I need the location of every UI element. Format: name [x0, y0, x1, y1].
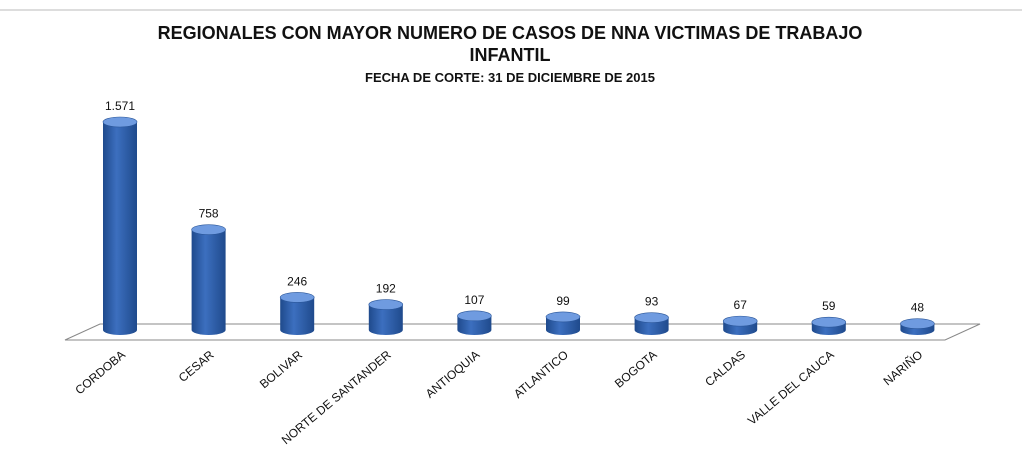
bar-body: [191, 229, 226, 335]
bar-body: [280, 297, 315, 335]
bar-top: [279, 292, 315, 303]
bar-top: [457, 310, 492, 322]
bar-top: [634, 312, 669, 323]
data-label: 48: [911, 301, 925, 315]
bar: [545, 311, 581, 335]
x-tick-label: NARIÑO: [881, 348, 926, 389]
bar-body: [368, 304, 403, 335]
chart-subtitle: FECHA DE CORTE: 31 DE DICIEMBRE DE 2015: [365, 70, 655, 85]
data-label: 192: [376, 282, 396, 296]
bar-top: [811, 316, 847, 328]
x-tick-label: ANTIOQUIA: [423, 348, 483, 401]
bar: [279, 292, 315, 335]
bar-top: [102, 116, 138, 128]
bar: [900, 318, 935, 335]
x-tick-label: VALLE DEL CAUCA: [745, 348, 837, 428]
data-label: 59: [822, 299, 836, 313]
bar: [191, 224, 226, 335]
bar-top: [722, 315, 758, 327]
x-tick-label: BOGOTA: [612, 348, 660, 391]
data-label: 1.571: [105, 99, 135, 113]
bar-top: [545, 311, 581, 323]
data-label: 93: [645, 295, 659, 309]
bar-top: [191, 224, 226, 235]
data-label: 107: [464, 293, 484, 307]
x-tick-label: CESAR: [176, 347, 217, 385]
x-tick-label: BOLIVAR: [257, 347, 305, 391]
data-label: 758: [199, 207, 219, 221]
data-label: 99: [556, 294, 570, 308]
x-tick-label: CALDAS: [702, 348, 748, 390]
bar: [368, 299, 404, 335]
bar: [634, 312, 669, 335]
bar-body: [457, 315, 492, 335]
x-tick-label: CORDOBA: [72, 348, 127, 398]
bar-body: [103, 122, 137, 335]
bar-top: [368, 299, 404, 310]
bar: [102, 116, 138, 335]
data-label: 67: [734, 298, 748, 312]
bar: [811, 316, 847, 335]
x-tick-label: ATLANTICO: [511, 348, 571, 401]
bar: [722, 315, 758, 335]
data-label: 246: [287, 274, 307, 288]
bar-top: [900, 318, 935, 329]
bar: [457, 310, 492, 335]
chart-title: REGIONALES CON MAYOR NUMERO DE CASOS DE …: [157, 23, 863, 65]
